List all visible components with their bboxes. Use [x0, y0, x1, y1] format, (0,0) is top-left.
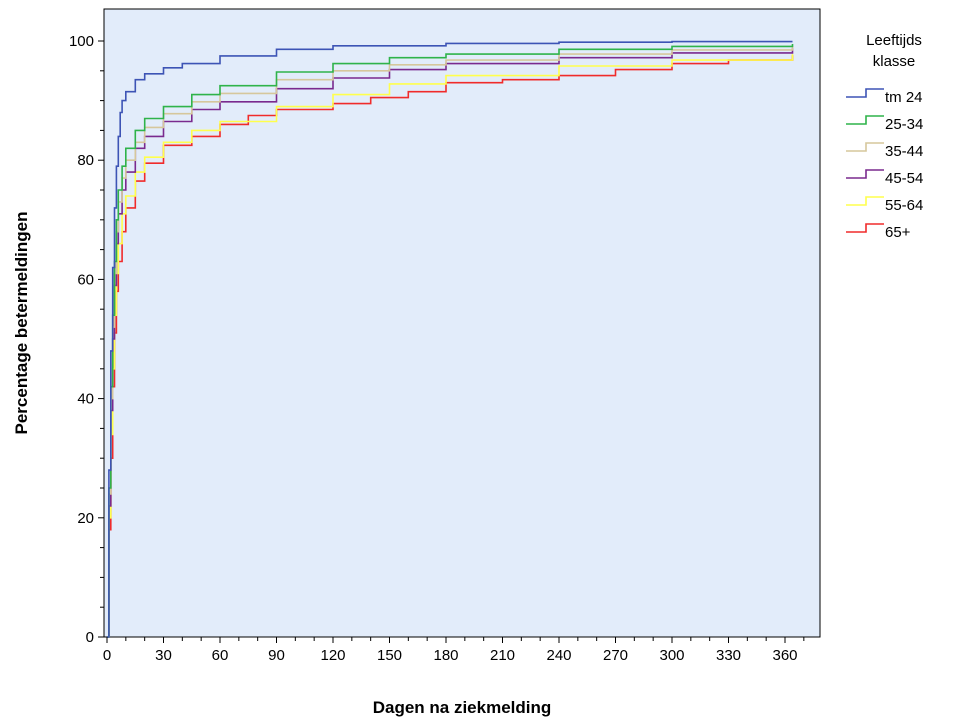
x-tick-label: 90 — [268, 647, 285, 664]
legend-item: 45-54 — [846, 169, 923, 187]
series-line-55-64 — [107, 54, 794, 638]
plot-area — [103, 8, 821, 638]
legend: Leeftijds klasse tm 24 25-34 35-44 45-54 55-… — [846, 32, 923, 241]
y-axis: 0 20 40 60 80 100 — [69, 33, 104, 646]
x-tick-label: 150 — [377, 647, 402, 664]
x-tick-label: 300 — [659, 647, 684, 664]
series-layer — [107, 40, 794, 638]
x-tick-label: 270 — [603, 647, 628, 664]
legend-items: tm 24 25-34 35-44 45-54 55-64 65+ — [846, 88, 923, 241]
legend-swatch — [846, 142, 884, 152]
legend-swatch — [846, 169, 884, 179]
legend-item: 35-44 — [846, 142, 923, 160]
legend-title-line-1: Leeftijds — [866, 32, 922, 49]
legend-item: 25-34 — [846, 115, 923, 133]
x-tick-label: 360 — [772, 647, 797, 664]
x-axis: 0 30 60 90 120 150 180 210 240 270 300 330 360 — [103, 637, 805, 664]
x-tick-label: 210 — [490, 647, 515, 664]
y-tick-label: 60 — [77, 271, 94, 288]
legend-label: 45-54 — [885, 170, 923, 187]
x-tick-label: 240 — [546, 647, 571, 664]
legend-label: 65+ — [885, 224, 911, 241]
x-tick-label: 330 — [716, 647, 741, 664]
x-tick-label: 0 — [103, 647, 111, 664]
legend-swatch — [846, 196, 884, 206]
legend-swatch — [846, 223, 884, 233]
legend-label: 25-34 — [885, 116, 923, 133]
legend-swatch — [846, 115, 884, 125]
y-tick-label: 100 — [69, 33, 94, 50]
legend-item: 55-64 — [846, 196, 923, 214]
legend-title-line-2: klasse — [873, 53, 916, 70]
y-tick-label: 0 — [86, 629, 94, 646]
y-tick-label: 80 — [77, 152, 94, 169]
legend-item: tm 24 — [846, 88, 923, 106]
x-tick-label: 120 — [320, 647, 345, 664]
legend-item: 65+ — [846, 223, 911, 241]
series-line-25-34 — [107, 44, 794, 638]
y-tick-label: 20 — [77, 510, 94, 527]
y-tick-label: 40 — [77, 391, 94, 408]
y-axis-title: Percentage betermeldingen — [12, 212, 31, 435]
legend-label: tm 24 — [885, 89, 923, 106]
legend-label: 55-64 — [885, 197, 923, 214]
x-tick-label: 30 — [155, 647, 172, 664]
x-tick-label: 60 — [212, 647, 229, 664]
legend-swatch — [846, 88, 884, 98]
legend-label: 35-44 — [885, 143, 923, 160]
series-line-tm-24 — [107, 40, 793, 638]
x-axis-title: Dagen na ziekmelding — [373, 698, 552, 717]
x-tick-label: 180 — [433, 647, 458, 664]
